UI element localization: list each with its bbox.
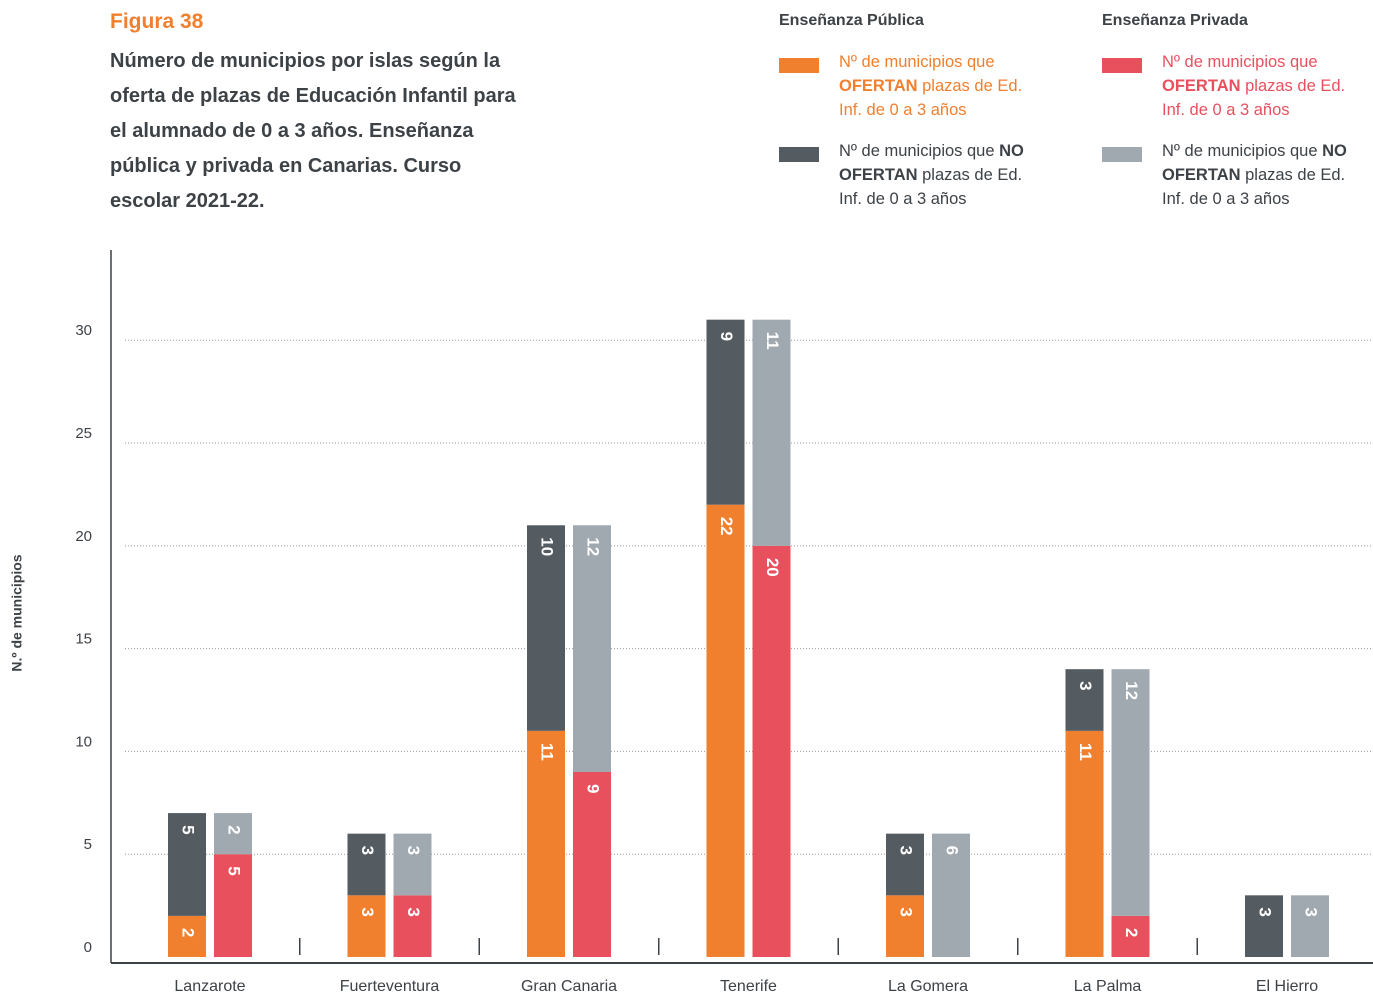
x-tick-label: Tenerife — [720, 978, 777, 995]
bar-segment — [886, 895, 924, 957]
bar-segment — [168, 915, 206, 957]
bar-segment — [573, 525, 611, 772]
y-tick-label: 10 — [75, 733, 92, 750]
legend-text: Nº de municipios que NO OFERTAN plazas d… — [1162, 142, 1347, 208]
bar-segment — [752, 545, 791, 957]
y-tick-label: 5 — [84, 836, 92, 853]
chart-title: Figura 38 — [110, 10, 204, 33]
y-tick-label: 25 — [75, 425, 92, 442]
value-label: 20 — [763, 558, 782, 577]
bar-segment — [527, 525, 565, 731]
bar-segment — [1291, 895, 1329, 957]
value-label: 6 — [943, 846, 962, 855]
y-tick-label: 20 — [75, 528, 92, 545]
value-label: 5 — [225, 866, 244, 875]
value-label: 3 — [897, 846, 916, 855]
y-tick-label: 15 — [75, 631, 92, 648]
value-label: 3 — [1256, 907, 1275, 916]
x-tick-label: Fuerteventura — [340, 978, 440, 995]
legend-text: Nº de municipios que OFERTAN plazas de E… — [1162, 53, 1346, 119]
value-label: 22 — [717, 517, 736, 536]
bar-segment — [347, 833, 386, 896]
x-tick-label: La Palma — [1074, 978, 1142, 995]
value-label: 2 — [225, 825, 244, 834]
legend-text: Nº de municipios que OFERTAN plazas de E… — [839, 53, 1023, 119]
y-tick-label: 30 — [75, 322, 92, 339]
bar-segment — [214, 854, 252, 957]
bar-segment — [1065, 669, 1104, 731]
value-label: 3 — [1302, 907, 1321, 916]
value-label: 2 — [179, 928, 198, 937]
legend-header: Enseñanza Privada — [1102, 12, 1248, 29]
bar-segment — [168, 813, 206, 916]
x-tick-label: Gran Canaria — [521, 978, 617, 995]
value-label: 11 — [1076, 743, 1095, 761]
legend-swatch — [779, 58, 819, 73]
bar-segment — [347, 895, 386, 957]
value-label: 9 — [584, 784, 603, 793]
x-tick-label: Lanzarote — [174, 978, 245, 995]
bar-segment — [932, 833, 970, 957]
value-label: 3 — [897, 907, 916, 916]
value-label: 11 — [763, 332, 782, 350]
bar-segment — [393, 895, 432, 957]
legend-text: Nº de municipios que NO OFERTAN plazas d… — [839, 142, 1024, 208]
bar-segment — [752, 319, 791, 546]
bar-segment — [1245, 895, 1283, 957]
value-label: 3 — [404, 846, 423, 855]
bar-segment — [886, 833, 924, 896]
value-label: 5 — [179, 825, 198, 834]
value-label: 12 — [584, 537, 603, 556]
value-label: 10 — [538, 537, 557, 556]
legend-swatch — [1102, 58, 1142, 73]
value-label: 11 — [538, 743, 557, 761]
value-label: 12 — [1122, 681, 1141, 700]
bar-segment — [1111, 669, 1150, 916]
value-label: 3 — [404, 907, 423, 916]
bar-segment — [706, 319, 745, 505]
bar-segment — [527, 730, 565, 957]
bar-segment — [214, 813, 252, 855]
bar-segment — [1065, 730, 1104, 957]
bar-segment — [1111, 915, 1150, 957]
value-label: 9 — [717, 332, 736, 341]
bar-segment — [393, 833, 432, 896]
y-axis-label: N.º de municipios — [9, 554, 25, 671]
legend-swatch — [779, 147, 819, 162]
value-label: 3 — [1076, 681, 1095, 690]
x-tick-label: La Gomera — [888, 978, 968, 995]
value-label: 3 — [358, 907, 377, 916]
chart-subtitle: Número de municipios por islas según la … — [110, 50, 516, 212]
bar-segment — [706, 504, 745, 957]
bar-segment — [573, 771, 611, 957]
legend-swatch — [1102, 147, 1142, 162]
y-tick-label: 0 — [84, 939, 92, 956]
value-label: 2 — [1122, 928, 1141, 937]
value-label: 3 — [358, 846, 377, 855]
legend-header: Enseñanza Pública — [779, 12, 924, 29]
x-tick-label: El Hierro — [1256, 978, 1318, 995]
